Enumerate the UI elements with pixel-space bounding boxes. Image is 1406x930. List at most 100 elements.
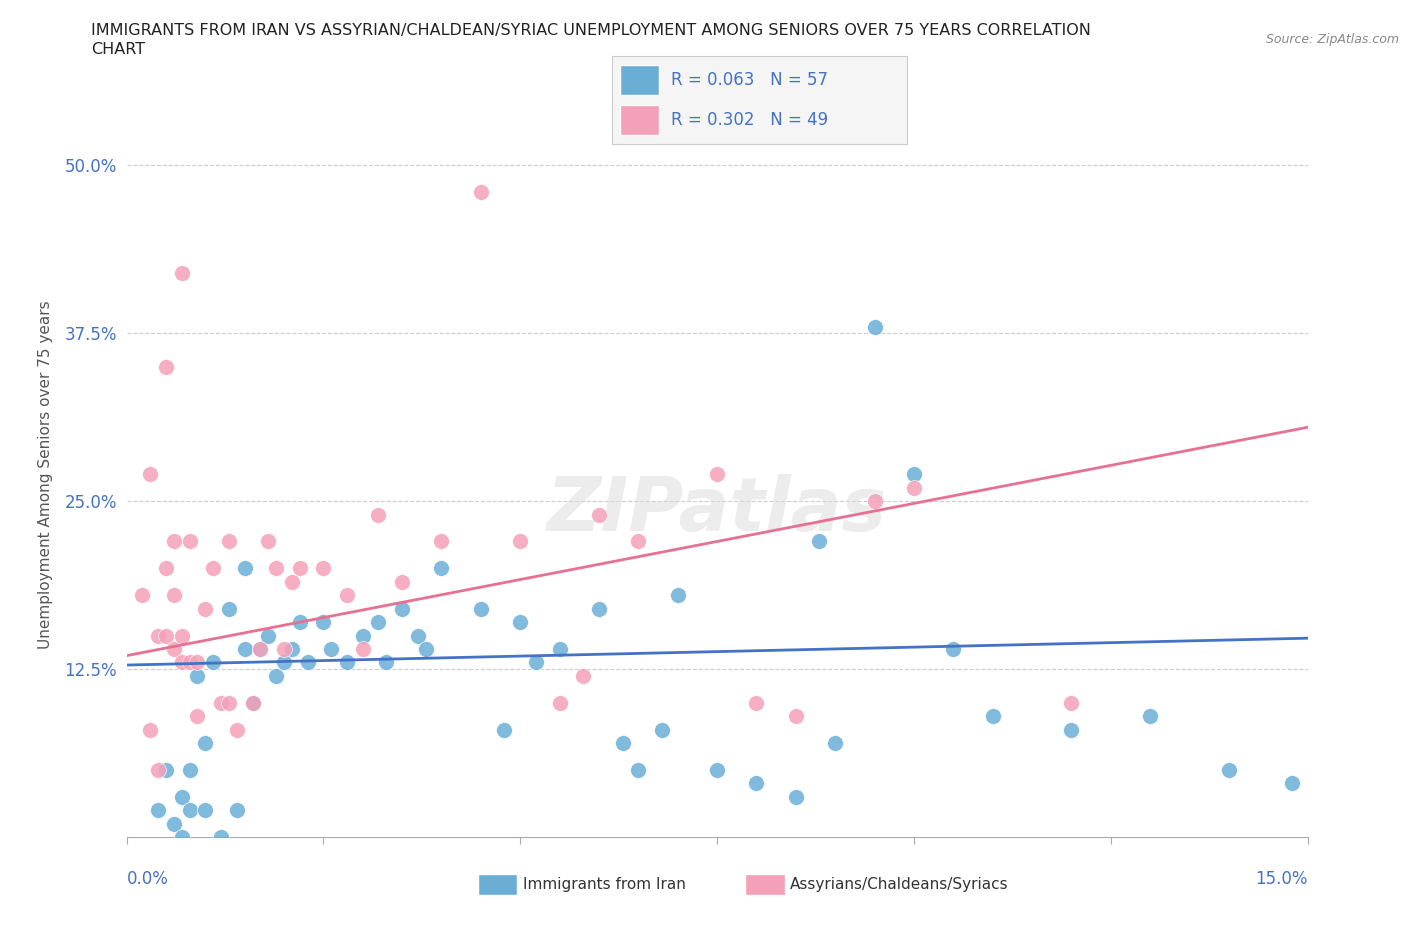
Point: [281, 575, 304, 590]
Point: [209, 830, 232, 844]
Point: [179, 534, 201, 549]
Point: [745, 696, 768, 711]
Text: ZIPatlas: ZIPatlas: [547, 474, 887, 547]
Point: [163, 817, 186, 831]
Point: [242, 696, 264, 711]
Point: [312, 561, 335, 576]
Point: [548, 642, 571, 657]
Point: [155, 359, 177, 374]
Bar: [620, 105, 659, 136]
Point: [391, 601, 413, 616]
Point: [186, 709, 208, 724]
Point: [391, 575, 413, 590]
Point: [218, 534, 240, 549]
Point: [1060, 722, 1083, 737]
Text: Immigrants from Iran: Immigrants from Iran: [523, 877, 686, 892]
Point: [627, 763, 650, 777]
Point: [494, 722, 516, 737]
Point: [415, 642, 437, 657]
Text: Assyrians/Chaldeans/Syriacs: Assyrians/Chaldeans/Syriacs: [790, 877, 1008, 892]
Text: IMMIGRANTS FROM IRAN VS ASSYRIAN/CHALDEAN/SYRIAC UNEMPLOYMENT AMONG SENIORS OVER: IMMIGRANTS FROM IRAN VS ASSYRIAN/CHALDEA…: [91, 23, 1091, 38]
Point: [131, 588, 153, 603]
Point: [170, 790, 193, 804]
Point: [202, 655, 225, 670]
Point: [264, 669, 287, 684]
Point: [257, 628, 280, 643]
Point: [179, 803, 201, 817]
Bar: [620, 65, 659, 95]
Point: [218, 601, 240, 616]
Point: [572, 669, 595, 684]
Point: [808, 534, 831, 549]
Point: [942, 642, 965, 657]
Point: [233, 561, 256, 576]
Point: [179, 655, 201, 670]
Point: [367, 615, 389, 630]
Point: [981, 709, 1004, 724]
Text: R = 0.302   N = 49: R = 0.302 N = 49: [671, 112, 828, 129]
Point: [194, 803, 217, 817]
Point: [470, 185, 492, 200]
Point: [352, 628, 374, 643]
Point: [170, 830, 193, 844]
Point: [288, 615, 311, 630]
Point: [155, 628, 177, 643]
Point: [288, 561, 311, 576]
Text: 15.0%: 15.0%: [1256, 870, 1308, 888]
Point: [375, 655, 398, 670]
Point: [163, 588, 186, 603]
Point: [186, 655, 208, 670]
Point: [509, 615, 531, 630]
Point: [406, 628, 429, 643]
Point: [257, 534, 280, 549]
Point: [273, 642, 295, 657]
Point: [612, 736, 634, 751]
Point: [186, 669, 208, 684]
Point: [249, 642, 271, 657]
Point: [218, 696, 240, 711]
Point: [249, 642, 271, 657]
Point: [651, 722, 673, 737]
Point: [903, 467, 925, 482]
Text: Source: ZipAtlas.com: Source: ZipAtlas.com: [1265, 33, 1399, 46]
Point: [588, 507, 610, 522]
Point: [179, 763, 201, 777]
Point: [627, 534, 650, 549]
Point: [155, 763, 177, 777]
Point: [1281, 776, 1303, 790]
Point: [666, 588, 689, 603]
Point: [281, 642, 304, 657]
Point: [321, 642, 343, 657]
Point: [233, 642, 256, 657]
Point: [785, 709, 807, 724]
Point: [470, 601, 492, 616]
Point: [1218, 763, 1240, 777]
Point: [588, 601, 610, 616]
Point: [430, 534, 453, 549]
Point: [863, 494, 886, 509]
Point: [785, 790, 807, 804]
Point: [706, 467, 728, 482]
Point: [312, 615, 335, 630]
Point: [273, 655, 295, 670]
Point: [194, 601, 217, 616]
Point: [264, 561, 287, 576]
Point: [194, 736, 217, 751]
Point: [155, 561, 177, 576]
Point: [524, 655, 547, 670]
Point: [297, 655, 319, 670]
Point: [430, 561, 453, 576]
Point: [336, 588, 359, 603]
Point: [139, 722, 162, 737]
Point: [863, 319, 886, 334]
Point: [146, 763, 169, 777]
Point: [170, 655, 193, 670]
Point: [1060, 696, 1083, 711]
Point: [202, 561, 225, 576]
Point: [548, 696, 571, 711]
Point: [367, 507, 389, 522]
Point: [903, 480, 925, 495]
Point: [139, 467, 162, 482]
Text: 0.0%: 0.0%: [127, 870, 169, 888]
Point: [170, 265, 193, 280]
